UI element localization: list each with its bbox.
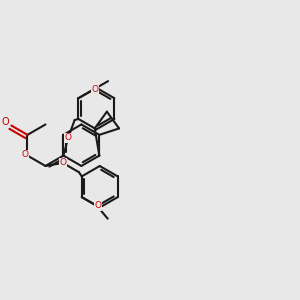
Text: O: O bbox=[91, 85, 98, 94]
Text: O: O bbox=[59, 158, 66, 167]
Text: O: O bbox=[94, 201, 101, 210]
Text: O: O bbox=[65, 133, 72, 142]
Text: O: O bbox=[2, 117, 9, 127]
Text: O: O bbox=[21, 150, 28, 159]
